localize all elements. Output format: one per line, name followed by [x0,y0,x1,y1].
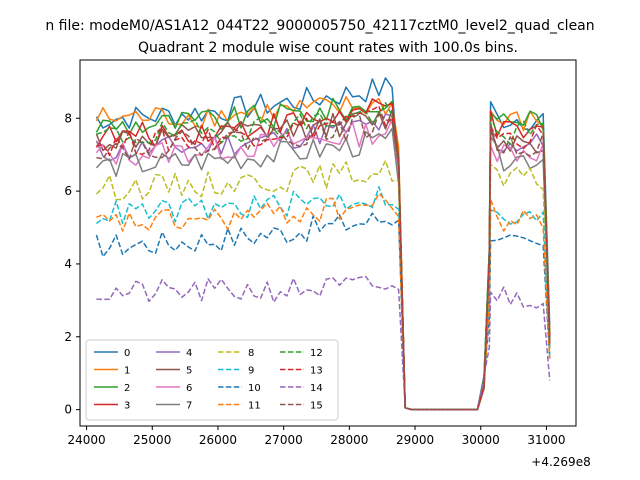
x-tick-label: 31000 [527,433,565,447]
x-tick-label: 28000 [330,433,368,447]
x-tick-label: 25000 [133,433,171,447]
series-line-12 [96,102,551,411]
legend-label: 12 [310,348,323,359]
legend-label: 2 [124,383,130,394]
y-tick-label: 0 [64,403,72,417]
x-tick-label: 30000 [462,433,500,447]
suptitle: n file: modeM0/AS1A12_044T22_9000005750_… [45,18,594,34]
legend-label: 7 [186,401,192,412]
legend-box [85,339,339,421]
x-tick-label: 27000 [265,433,303,447]
chart-title: Quadrant 2 module wise count rates with … [138,40,518,56]
legend-label: 11 [248,401,261,412]
legend-label: 1 [124,366,130,377]
y-tick-label: 8 [64,111,72,125]
legend-label: 3 [124,401,130,412]
series-line-15 [96,111,551,411]
legend-label: 8 [248,348,254,359]
y-axis: 0 2 4 6 8 [64,111,80,417]
x-axis: 24000 25000 26000 27000 28000 29000 30000 31000 [67,426,566,447]
x-tick-label: 24000 [67,433,105,447]
legend-label: 6 [186,383,192,394]
x-offset-label: +4.269e8 [531,455,590,469]
legend-label: 10 [248,383,261,394]
y-tick-label: 6 [64,184,72,198]
series-line-10 [95,212,551,411]
series-line-9 [95,186,551,411]
legend-label: 14 [310,383,323,394]
axes-frame [79,59,577,427]
legend-label: 15 [310,401,323,412]
y-tick-label: 2 [64,330,72,344]
legend-label: 0 [124,348,130,359]
plot-lines [95,77,551,411]
legend-label: 9 [248,366,254,377]
x-tick-label: 26000 [199,433,237,447]
legend-label: 13 [310,366,323,377]
legend-label: 4 [186,348,192,359]
y-tick-label: 4 [64,257,72,271]
legend-label: 5 [186,366,192,377]
x-tick-label: 29000 [396,433,434,447]
series-line-13 [96,105,551,411]
